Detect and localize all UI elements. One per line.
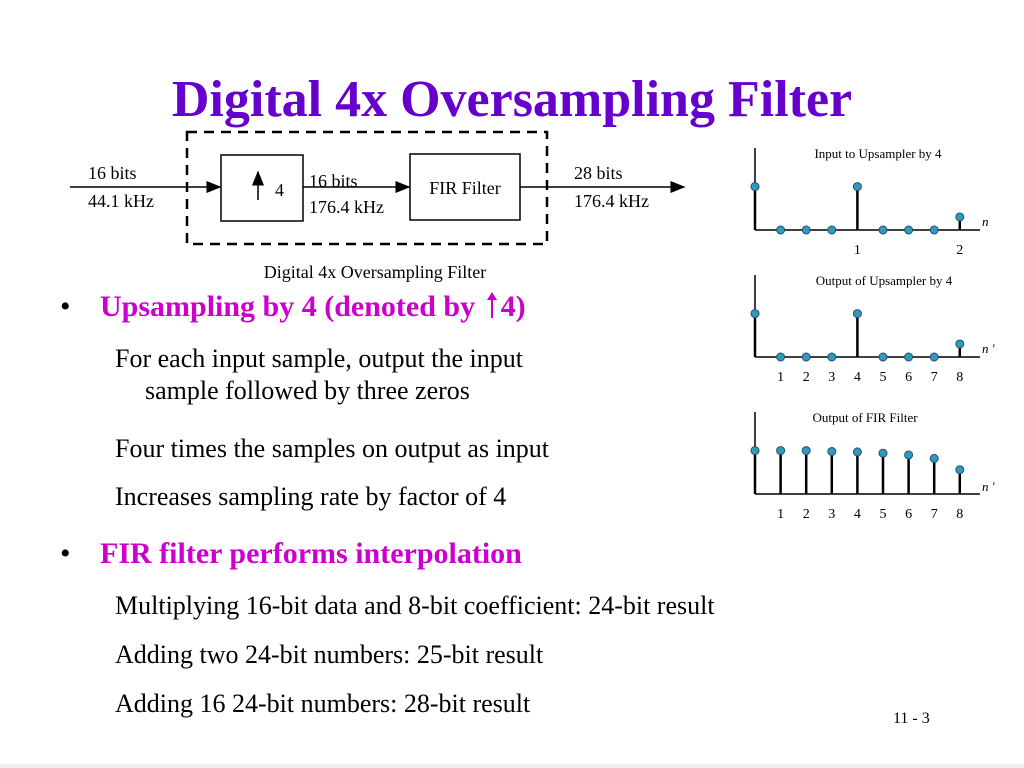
output-rate-label: 176.4 kHz <box>574 191 649 211</box>
fir-filter-block <box>409 153 521 221</box>
up-arrow-icon <box>483 290 501 320</box>
plot-3-sample-marker <box>801 446 811 456</box>
plot-2-sample-marker <box>827 352 837 362</box>
plot-3-tick-label: 4 <box>854 507 861 522</box>
subitem-line: For each input sample, output the input <box>115 344 523 373</box>
upsampler-block <box>220 154 304 222</box>
mid-bits-label: 16 bits <box>309 171 358 191</box>
bullet-fir: • FIR filter performs interpolation <box>60 537 522 571</box>
bullet-fir-text: FIR filter performs interpolation <box>100 537 522 570</box>
plot-2-sample-marker <box>878 352 888 362</box>
subitem-fir-3: Adding 16 24-bit numbers: 28-bit result <box>115 689 531 718</box>
plot-3-tick-label: 8 <box>956 507 963 522</box>
subitem-upsampling-1: For each input sample, output the input … <box>115 343 523 407</box>
plot-2-tick-label: 5 <box>880 370 887 385</box>
upsampler-factor: 4 <box>275 180 284 200</box>
subitem-fir-1: Multiplying 16-bit data and 8-bit coeffi… <box>115 591 715 620</box>
dashed-boundary-box <box>185 130 549 246</box>
plot-2-tick-label: 7 <box>931 370 938 385</box>
diagram-caption: Digital 4x Oversampling Filter <box>264 262 486 282</box>
output-bits-label: 28 bits <box>574 163 623 183</box>
slide-title: Digital 4x Oversampling Filter <box>171 71 853 128</box>
page-number: 11 - 3 <box>893 710 930 727</box>
plot-2-tick-label: 8 <box>956 370 963 385</box>
subitem-line-continued: sample followed by three zeros <box>145 376 470 405</box>
plot-2-tick-label: 6 <box>905 370 912 385</box>
plot-2-sample-marker <box>929 352 939 362</box>
subitem-upsampling-2: Four times the samples on output as inpu… <box>115 434 550 463</box>
plot-2-tick-label: 2 <box>803 370 810 385</box>
plot-2-tick-label: 1 <box>777 370 784 385</box>
plot-3-tick-label: 3 <box>828 507 835 522</box>
plot-2-sample-marker <box>852 309 862 319</box>
plot-3-sample-marker <box>776 446 786 456</box>
bullet-upsampling: • Upsampling by 4 (denoted by 4) <box>60 290 526 324</box>
plot-2-sample-marker <box>955 339 965 349</box>
footer-bar <box>0 764 1024 768</box>
subitem-fir-2: Adding two 24-bit numbers: 25-bit result <box>115 640 544 669</box>
plot-3-tick-label: 5 <box>880 507 887 522</box>
input-bits-label: 16 bits <box>88 163 137 183</box>
plot-2-sample-marker <box>776 352 786 362</box>
mid-rate-label: 176.4 kHz <box>309 197 384 217</box>
plot-3-axis-var: n ' <box>982 479 995 494</box>
plot-2-axis-var: n ' <box>982 341 995 356</box>
plot-3-sample-marker <box>878 448 888 458</box>
plot-3-tick-label: 6 <box>905 507 912 522</box>
oversampling-block-diagram: 4 FIR Filter 16 bits 44.1 kHz 16 bits 17… <box>70 130 686 282</box>
plot-3-tick-label: 2 <box>803 507 810 522</box>
fir-filter-label: FIR Filter <box>429 178 501 198</box>
bullet-upsampling-text-start: Upsampling by 4 (denoted by <box>100 290 483 323</box>
bullet-dot: • <box>60 537 71 570</box>
plot-2-sample-marker <box>904 352 914 362</box>
plot-3-sample-marker <box>929 453 939 463</box>
plot-3-sample-marker <box>827 446 837 456</box>
plot-3-sample-marker <box>955 465 965 475</box>
plot-3-title: Output of FIR Filter <box>812 410 918 425</box>
plot-2-sample-marker <box>750 309 760 319</box>
plot-3-tick-label: 1 <box>777 507 784 522</box>
plot-3-tick-label: 7 <box>931 507 938 522</box>
plot-2-tick-label: 4 <box>854 370 861 385</box>
plot-2-tick-label: 3 <box>828 370 835 385</box>
plot-3-sample-marker <box>904 450 914 460</box>
plot-2-sample-marker <box>801 352 811 362</box>
subitem-upsampling-3: Increases sampling rate by factor of 4 <box>115 482 507 511</box>
input-rate-label: 44.1 kHz <box>88 191 154 211</box>
bullet-dot: • <box>60 290 71 323</box>
plot-3-sample-marker <box>750 446 760 456</box>
plot-3-sample-marker <box>852 447 862 457</box>
bullet-upsampling-text-end: 4) <box>500 290 526 323</box>
